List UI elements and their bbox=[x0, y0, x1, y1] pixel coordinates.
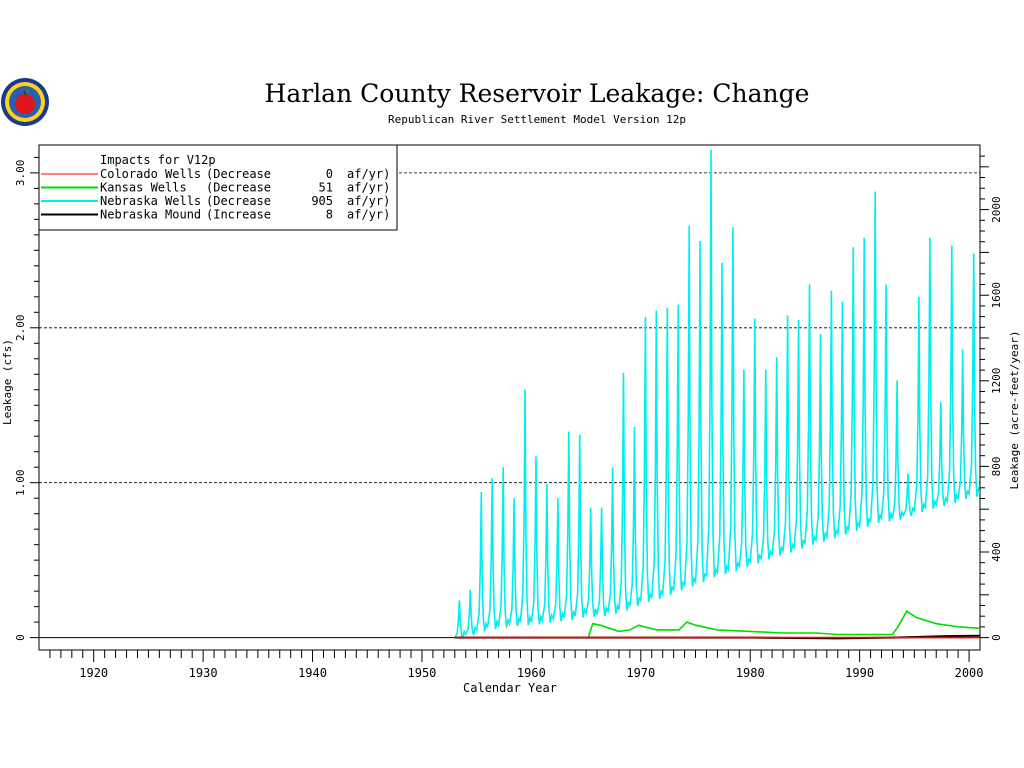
x-axis-label: Calendar Year bbox=[463, 681, 557, 695]
y-tick-label: 0 bbox=[14, 634, 27, 641]
legend-title: Impacts for V12p bbox=[100, 153, 216, 167]
x-tick-label: 2000 bbox=[955, 666, 984, 680]
y-axis-label: Leakage (cfs) bbox=[1, 339, 14, 425]
series-group bbox=[454, 149, 980, 640]
legend-unit: af/yr) bbox=[347, 181, 390, 195]
y2-tick-label: 1200 bbox=[990, 368, 1003, 395]
grid-lines bbox=[39, 172, 980, 639]
chart-subtitle: Republican River Settlement Model Versio… bbox=[388, 113, 686, 126]
legend-value: 51 bbox=[319, 181, 333, 195]
x-tick-label: 1940 bbox=[298, 666, 327, 680]
x-tick-label: 1970 bbox=[626, 666, 655, 680]
legend-name: Colorado Wells bbox=[100, 167, 201, 181]
y2-tick-label: 0 bbox=[990, 634, 1003, 641]
legend-direction: (Increase bbox=[206, 208, 271, 222]
legend-direction: (Decrease bbox=[206, 167, 271, 181]
y2-tick-label: 2000 bbox=[990, 196, 1003, 223]
legend-name: Kansas Wells bbox=[100, 181, 187, 195]
y-tick-label: 3.00 bbox=[14, 160, 27, 187]
state-seal-logo bbox=[1, 78, 49, 126]
y2-tick-label: 1600 bbox=[990, 282, 1003, 309]
y-tick-label: 1.00 bbox=[14, 469, 27, 496]
x-axis: 1920 1930 1940 1950 1960 1970 1980 1990 2000 bbox=[49, 650, 984, 680]
legend-value: 905 bbox=[311, 194, 333, 208]
legend-value: 8 bbox=[326, 208, 333, 222]
legend-direction: (Decrease bbox=[206, 194, 271, 208]
legend-unit: af/yr) bbox=[347, 194, 390, 208]
legend: Impacts for V12p Colorado Wells (Decrease… bbox=[38, 144, 398, 231]
legend-direction: (Decrease bbox=[206, 181, 271, 195]
y-tick-label: 2.00 bbox=[14, 315, 27, 342]
y2-axis-label: Leakage (acre-feet/year) bbox=[1008, 331, 1021, 490]
x-tick-label: 1960 bbox=[517, 666, 546, 680]
series-nebraska-wells bbox=[454, 149, 980, 640]
legend-unit: af/yr) bbox=[347, 208, 390, 222]
legend-box bbox=[38, 144, 398, 231]
legend-name: Nebraska Wells bbox=[100, 194, 201, 208]
x-tick-label: 1920 bbox=[79, 666, 108, 680]
legend-unit: af/yr) bbox=[347, 167, 390, 181]
y2-tick-label: 400 bbox=[990, 542, 1003, 562]
y-axis-left: 0 1.00 2.00 3.00 bbox=[14, 156, 39, 641]
chart-title: Harlan County Reservoir Leakage: Change bbox=[265, 79, 810, 108]
legend-value: 0 bbox=[326, 167, 333, 181]
x-tick-label: 1950 bbox=[408, 666, 437, 680]
x-tick-label: 1990 bbox=[845, 666, 874, 680]
x-tick-label: 1980 bbox=[736, 666, 765, 680]
y-axis-right: 0 400 800 1200 1600 2000 bbox=[980, 155, 1003, 641]
series-kansas-wells bbox=[454, 610, 980, 639]
x-tick-label: 1930 bbox=[189, 666, 218, 680]
y2-tick-label: 800 bbox=[990, 456, 1003, 476]
legend-name: Nebraska Mound bbox=[100, 208, 201, 222]
